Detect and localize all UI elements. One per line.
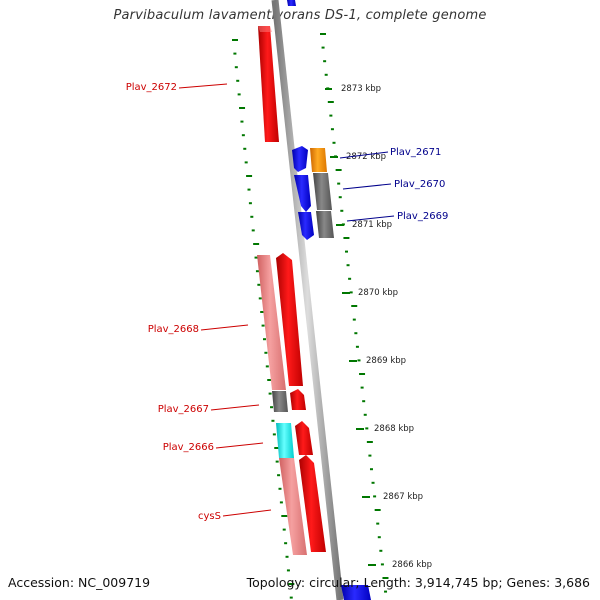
gene-plav-2672-cap — [258, 26, 272, 32]
gene-label-plav-2669[interactable]: Plav_2669 — [397, 211, 448, 222]
gene-label-plav-2671[interactable]: Plav_2671 — [390, 147, 441, 158]
gene-plav-2668 — [276, 253, 303, 386]
tick-label: 2868 kbp — [374, 424, 414, 434]
leader-line — [339, 151, 389, 159]
leader-line — [342, 183, 392, 190]
gene-plav-2668-pseudo — [257, 255, 286, 390]
gene-label-plav-2672[interactable]: Plav_2672 — [126, 82, 177, 93]
tick-label: 2869 kbp — [366, 356, 406, 366]
gene-label-plav-2670[interactable]: Plav_2670 — [394, 179, 445, 190]
tick-label: 2872 kbp — [346, 152, 386, 162]
leader-line — [210, 404, 260, 411]
gene-block-bottom-partial — [341, 585, 371, 600]
gene-plav-2666-cyan — [276, 423, 294, 458]
gene-label-plav-2666[interactable]: Plav_2666 — [163, 442, 214, 453]
gene-plav-2671 — [292, 146, 308, 172]
tick-label: 2867 kbp — [383, 492, 423, 502]
leader-line — [222, 509, 272, 517]
gene-block-top-partial — [287, 0, 296, 6]
gene-plav-2667-grey — [272, 391, 288, 412]
gene-plav-2669 — [298, 212, 314, 240]
tick-label: 2870 kbp — [358, 288, 398, 298]
outer-ring-left — [232, 39, 295, 599]
tick-label: 2866 kbp — [392, 560, 432, 570]
gene-plav-2666 — [295, 421, 313, 455]
tick-label: 2873 kbp — [341, 84, 381, 94]
gene-plav-2670-grey — [313, 173, 332, 210]
gene-label-plav-2668[interactable]: Plav_2668 — [148, 324, 199, 335]
gene-plav-2667 — [290, 389, 306, 410]
tick-label: 2871 kbp — [352, 220, 392, 230]
topology-text: Topology: circular; Length: 3,914,745 bp… — [246, 575, 590, 590]
leader-line — [200, 324, 249, 331]
feature-track — [257, 0, 371, 600]
gene-cyss-pseudo — [279, 458, 307, 555]
gene-label-cyss[interactable]: cysS — [198, 511, 221, 522]
leader-line — [346, 215, 395, 222]
gene-plav-2672 — [258, 26, 279, 142]
gene-plav-2671-orange — [310, 148, 327, 172]
leader-line — [215, 442, 264, 449]
leader-line — [178, 83, 228, 89]
gene-cyss — [299, 455, 326, 552]
gene-labels: Plav_2672 Plav_2671 Plav_2670 Plav_2669 … — [126, 82, 449, 522]
map-title: Parvibaculum lavamentivorans DS-1, compl… — [113, 8, 487, 23]
gene-plav-2670 — [294, 175, 311, 212]
scale-ticks: 2873 kbp 2872 kbp 2871 kbp 2870 kbp 2869… — [325, 84, 432, 570]
accession-text: Accession: NC_009719 — [8, 575, 151, 590]
gene-plav-2669-grey — [316, 211, 334, 238]
outer-ring-right — [320, 33, 389, 593]
gene-label-plav-2667[interactable]: Plav_2667 — [158, 404, 209, 415]
genome-backbone — [271, 0, 344, 600]
